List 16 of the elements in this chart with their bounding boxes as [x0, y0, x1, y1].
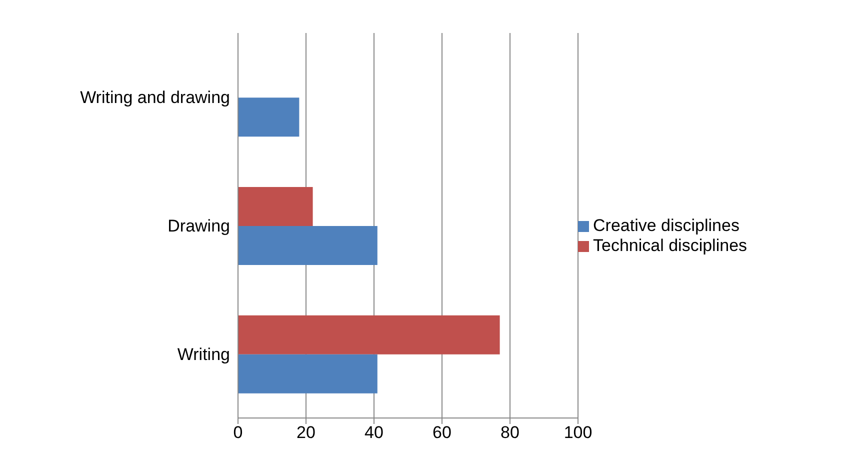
x-tick-label: 100: [564, 423, 592, 442]
x-tick-label: 80: [500, 423, 520, 442]
legend-label: Technical disciplines: [593, 236, 748, 254]
y-tick-label: Drawing: [168, 216, 230, 236]
bar: [238, 98, 300, 137]
bar: [238, 354, 378, 394]
x-tick-label: 20: [296, 423, 316, 442]
bar: [238, 187, 313, 226]
x-tick-label: 60: [432, 423, 452, 442]
y-tick-label: Writing: [177, 344, 230, 364]
y-tick-label: Writing and drawing: [80, 88, 230, 108]
bar: [238, 226, 378, 265]
legend-label: Creative disciplines: [593, 216, 740, 234]
x-tick-label: 40: [364, 423, 384, 442]
x-tick-label: 0: [233, 423, 243, 442]
bar: [238, 315, 500, 354]
